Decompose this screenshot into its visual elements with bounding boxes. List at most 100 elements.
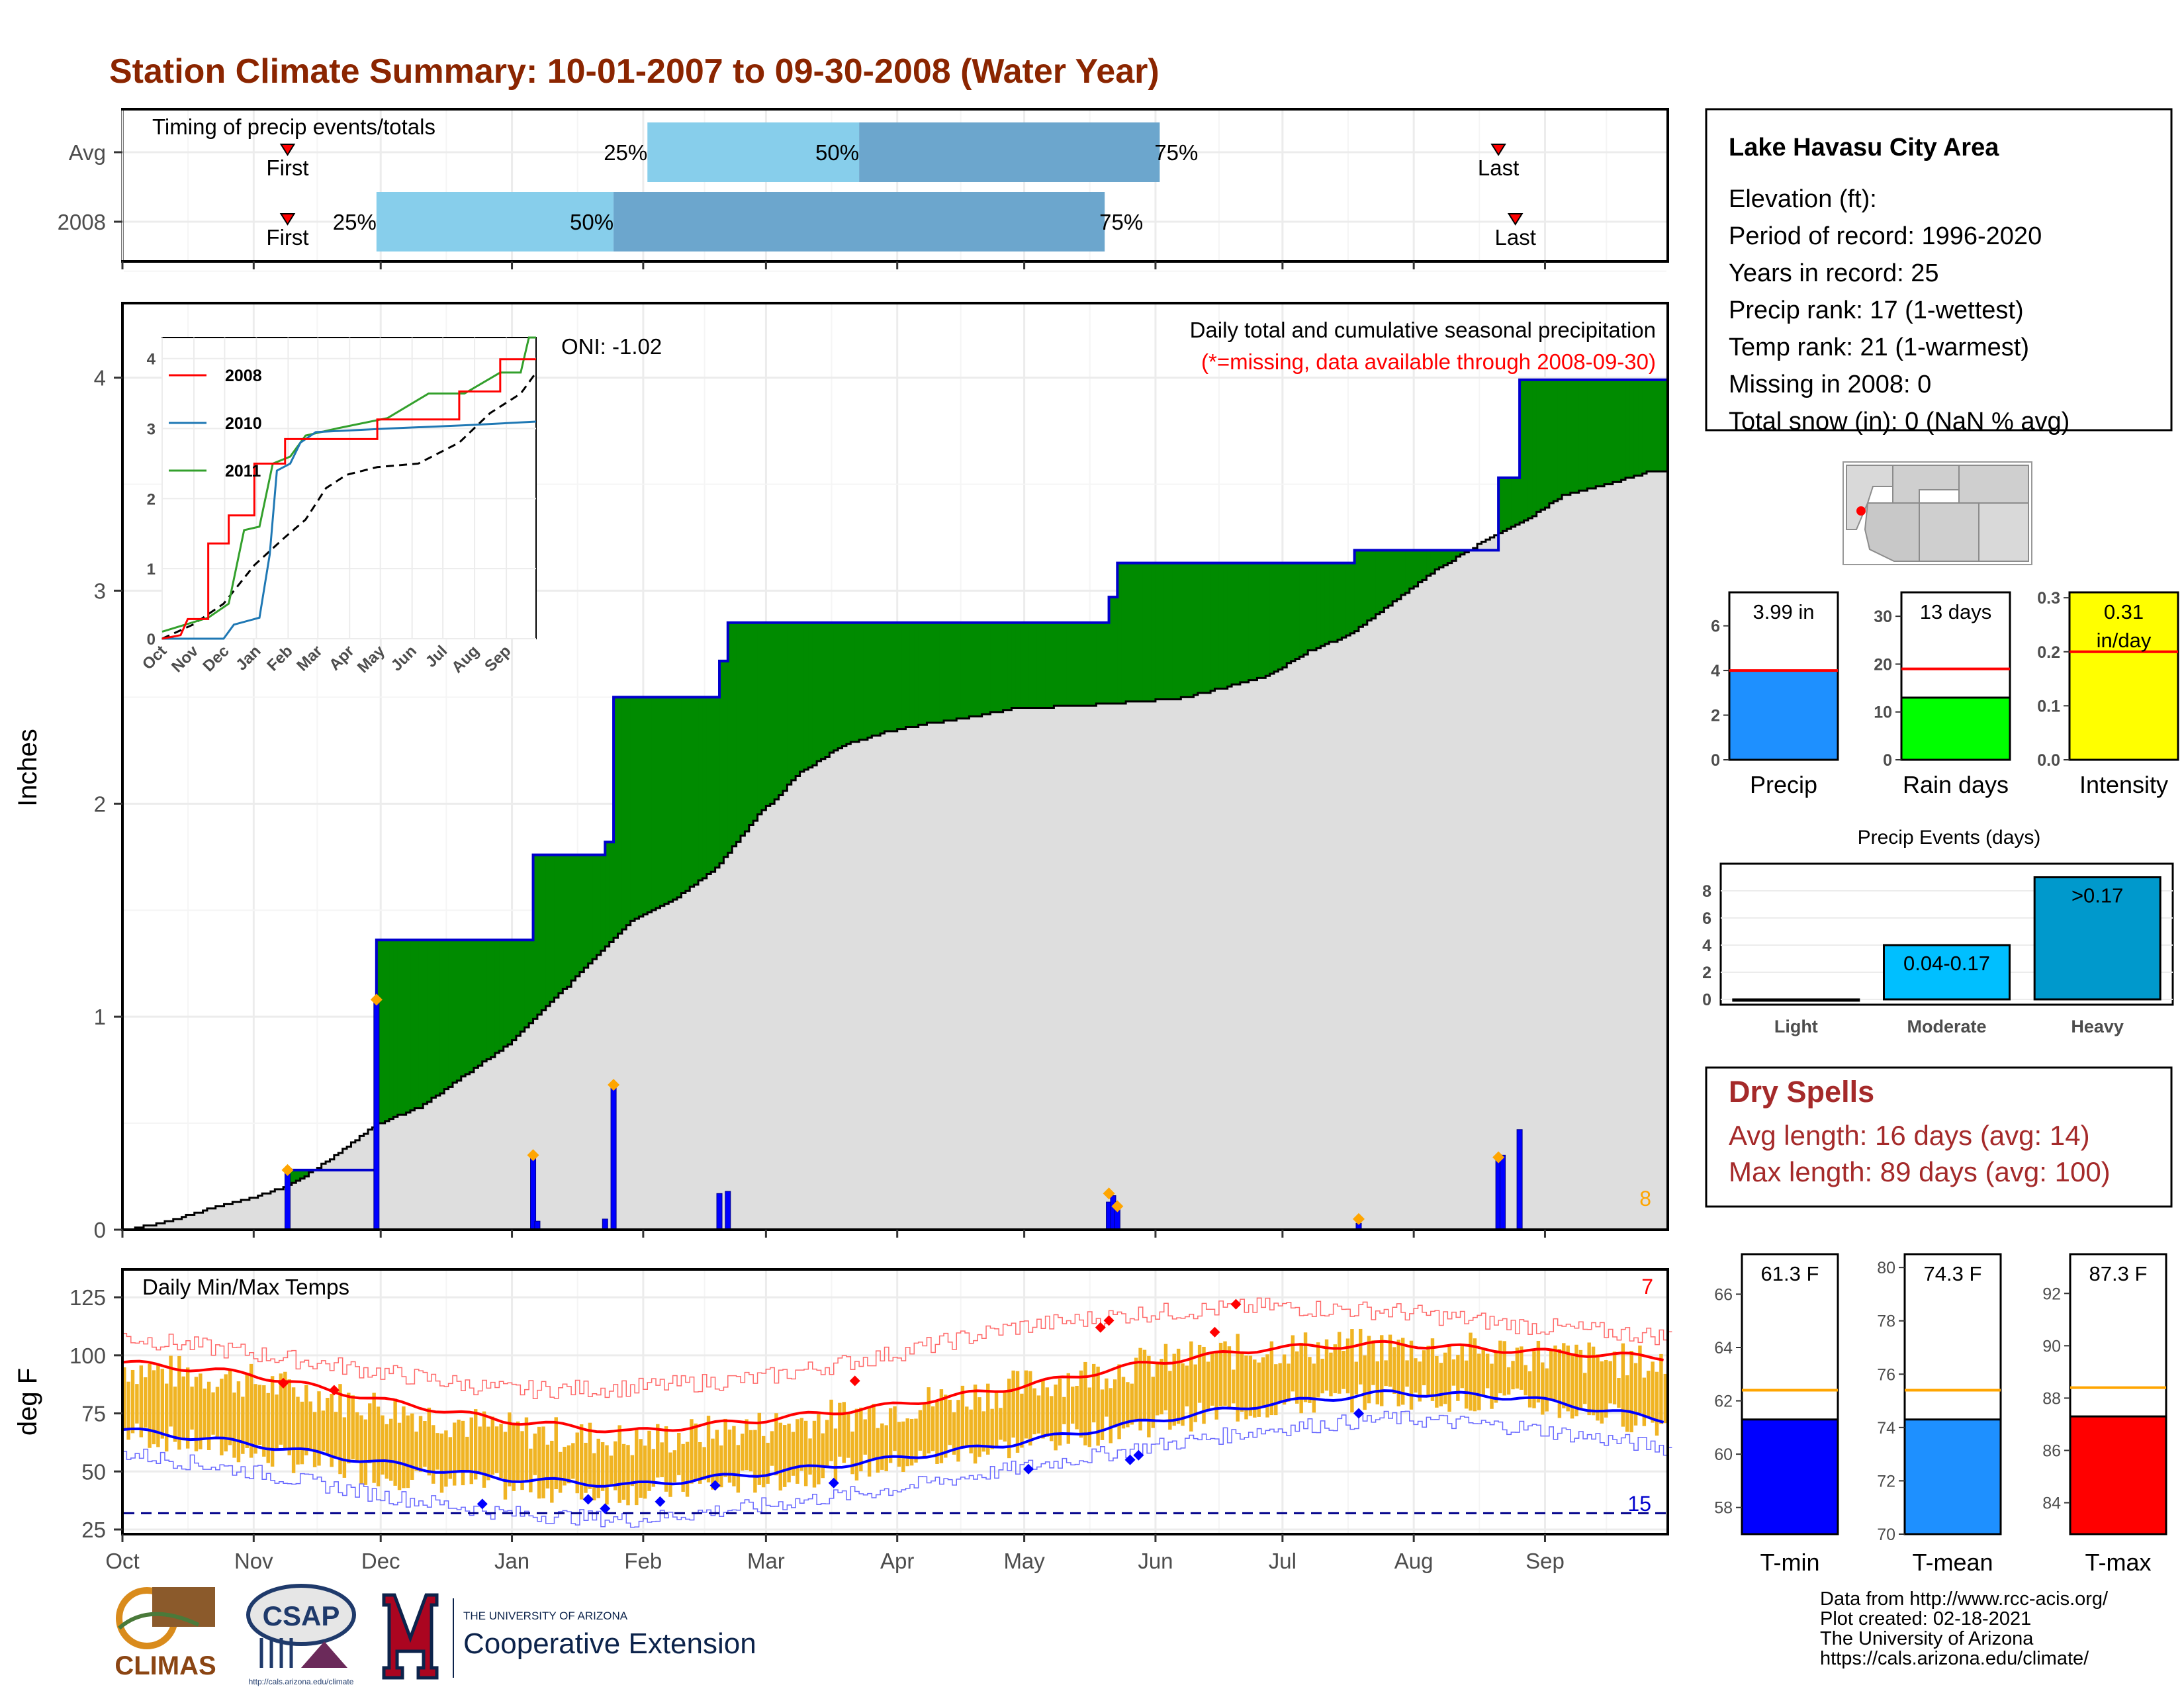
daily-temp-bar [1003, 1392, 1007, 1442]
above-average-fill [452, 940, 457, 1083]
above-average-fill [567, 854, 572, 987]
above-average-fill [490, 940, 496, 1058]
above-average-fill [1105, 622, 1110, 704]
above-average-fill [952, 622, 957, 721]
above-average-fill [414, 940, 420, 1109]
above-average-fill [1261, 563, 1266, 678]
above-average-fill [884, 622, 889, 731]
above-average-fill [1295, 563, 1300, 659]
timing-p50-label: 50% [815, 140, 859, 165]
dry-spells-box: Dry Spells Avg length: 16 days (avg: 14)… [1705, 1066, 2173, 1208]
above-average-fill [812, 622, 817, 766]
daily-precip-bar [716, 1193, 723, 1230]
daily-temp-bar [529, 1448, 533, 1492]
above-average-fill [1240, 563, 1245, 682]
temp-summary-tick-label: 90 [2042, 1337, 2061, 1355]
daily-temp-bar [596, 1438, 600, 1498]
above-average-fill [1527, 379, 1533, 519]
daily-temp-bar [1308, 1357, 1312, 1403]
daily-temp-bar [130, 1369, 135, 1434]
daily-temp-bar [884, 1425, 888, 1471]
above-average-fill [1299, 563, 1304, 657]
above-average-fill [1451, 550, 1457, 561]
daily-temp-bar [1058, 1378, 1062, 1446]
daily-temp-bar [1105, 1378, 1109, 1417]
above-average-fill [1282, 563, 1287, 668]
inset-legend-label: 2010 [225, 414, 262, 433]
daily-precip-bar [373, 999, 380, 1230]
above-average-fill [1172, 563, 1177, 700]
summary-bar-tick-label: 0.3 [2037, 589, 2060, 608]
daily-temp-bar [990, 1408, 994, 1449]
precip-panel: Daily total and cumulative seasonal prec… [13, 270, 1669, 1242]
daily-temp-bar [414, 1432, 418, 1471]
above-average-fill [1392, 550, 1398, 602]
events-y-tick-label: 4 [1702, 937, 1711, 955]
daily-temp-bar [664, 1426, 668, 1492]
above-average-fill [842, 622, 847, 747]
info-lines: Elevation (ft): Period of record: 1996-20… [1729, 185, 2070, 435]
daily-temp-bar [1469, 1332, 1473, 1411]
above-average-fill [579, 854, 584, 972]
above-average-fill [435, 940, 441, 1096]
average-max-line [122, 1340, 1664, 1434]
daily-temp-bar [486, 1426, 490, 1481]
above-average-fill [465, 940, 471, 1075]
daily-temp-bar [241, 1396, 245, 1454]
daily-temp-bar [512, 1424, 516, 1491]
daily-temp-bar [152, 1370, 156, 1445]
above-average-fill [778, 622, 784, 796]
daily-temp-bar [423, 1420, 427, 1467]
daily-temp-bar [643, 1445, 647, 1499]
daily-temp-bar [418, 1416, 423, 1472]
above-average-fill [575, 854, 580, 977]
above-average-fill [918, 622, 923, 725]
above-average-fill [1447, 550, 1453, 563]
temp-summary-bar-0: 61.3 F 58 60 62 64 66 T-min [1714, 1253, 1839, 1576]
above-average-fill [1418, 550, 1423, 582]
daily-temp-bar [1566, 1346, 1570, 1412]
record-high-marker [1230, 1299, 1242, 1310]
daily-temp-bar [1388, 1334, 1392, 1387]
daily-temp-bar [363, 1419, 368, 1485]
daily-temp-bar [558, 1451, 563, 1493]
above-average-fill [1596, 379, 1601, 486]
daily-temp-bar [554, 1417, 558, 1490]
daily-temp-bar [918, 1410, 923, 1451]
above-average-fill [1536, 379, 1541, 512]
timing-bar-25-50 [376, 192, 614, 251]
daily-temp-bar [994, 1393, 999, 1447]
events-y-tick-label: 2 [1702, 964, 1711, 982]
summary-bar-label: Rain days [1903, 771, 2009, 798]
daily-precip-marker [608, 1079, 620, 1091]
record-low-marker [1353, 1408, 1364, 1419]
daily-temp-bar [727, 1429, 732, 1483]
daily-temp-bar [402, 1406, 406, 1488]
daily-precip-bar [1500, 1154, 1506, 1230]
above-average-fill [1011, 622, 1017, 708]
above-average-fill [1316, 563, 1322, 649]
above-average-fill [1303, 563, 1308, 655]
above-average-fill [1100, 622, 1105, 704]
footer-credit-line: https://cals.arizona.edu/climate/ [1820, 1648, 2089, 1669]
daily-temp-bar [275, 1394, 279, 1450]
above-average-fill [796, 622, 801, 776]
temp-summary-tick-label: 86 [2042, 1441, 2061, 1460]
daily-temp-bar [1553, 1346, 1557, 1401]
daily-temp-bar [432, 1425, 435, 1484]
above-average-fill [439, 940, 445, 1094]
above-average-fill [300, 1169, 305, 1179]
daily-temp-bar [1485, 1353, 1490, 1389]
daily-temp-bar [1045, 1387, 1050, 1437]
above-average-fill [486, 940, 492, 1060]
above-average-fill [1443, 550, 1448, 565]
daily-temp-bar [614, 1441, 617, 1490]
above-average-fill [1138, 563, 1144, 702]
inset-y-tick-label: 2 [147, 490, 156, 508]
above-average-fill [1003, 622, 1008, 710]
above-average-fill [829, 622, 835, 753]
daily-temp-bar [981, 1411, 986, 1452]
daily-temp-bar [796, 1419, 799, 1484]
daily-temp-bar [1392, 1347, 1396, 1394]
above-average-fill [808, 622, 813, 768]
